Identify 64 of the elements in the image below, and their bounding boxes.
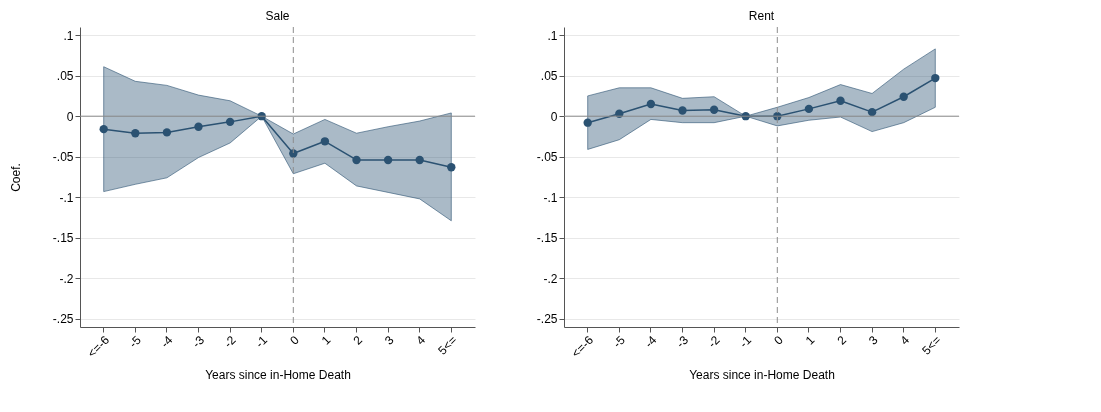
x-tick-label: -4 [157,332,176,351]
x-tick-label: 0 [771,332,787,348]
point [646,99,656,109]
x-tick-label: 2 [834,332,850,348]
point [194,122,203,131]
x-tick-label: -2 [221,332,239,351]
x-axis-title: Years since in-Home Death [689,367,835,382]
x-tick-label: 4 [413,332,429,348]
x-tick-label: -5 [126,332,145,351]
point [867,107,877,117]
point [804,104,814,114]
y-axis-title: Coef. [8,163,23,192]
x-tick-label: -3 [189,332,208,351]
y-tick-label: -.15 [536,231,558,246]
x-tick-label: 3 [865,332,881,348]
y-tick-label: .05 [56,69,74,84]
y-tick-label: .1 [63,28,74,43]
x-tick-label: 1 [802,332,818,348]
x-tick-label: 3 [381,332,397,348]
y-tick-label: -.25 [52,312,74,327]
point [131,129,140,138]
x-tick-label: -1 [252,332,271,351]
point [352,155,361,165]
point [836,96,845,105]
point [931,73,940,83]
chart-title: Sale [265,8,290,23]
y-tick-label: -.1 [59,190,74,205]
x-tick-label: <=-6 [84,332,113,361]
point [162,128,172,137]
x-tick-label: 5<= [919,333,944,358]
point [99,124,108,134]
point [383,155,393,165]
y-tick-label: .1 [547,28,558,43]
point [320,137,330,146]
x-axis-title: Years since in-Home Death [205,367,351,382]
y-tick-label: 0 [550,109,558,124]
y-tick-label: .05 [540,69,558,84]
x-tick-label: 2 [350,332,366,348]
x-tick-label: 5<= [435,333,460,358]
x-tick-label: -3 [673,332,692,351]
y-tick-label: -.05 [536,150,558,165]
x-tick-label: 0 [287,332,303,348]
x-tick-label: -4 [641,332,660,351]
point [583,118,592,127]
y-tick-label: -.2 [59,271,74,286]
x-tick-label: <=-6 [568,332,597,361]
x-tick-label: -2 [705,332,723,351]
point [678,106,687,115]
x-tick-label: -5 [610,332,629,351]
point [899,92,908,101]
y-tick-label: 0 [66,109,74,124]
point [225,117,235,127]
x-tick-label: 4 [897,332,913,348]
chart-title: Rent [748,8,775,23]
x-tick-label: -1 [736,332,755,351]
y-tick-label: -.25 [536,312,558,327]
y-tick-label: -.15 [52,231,74,246]
y-tick-label: -.2 [543,271,558,286]
point [447,163,456,172]
y-tick-label: -.05 [52,150,74,165]
point [415,155,424,165]
y-tick-label: -.1 [543,190,558,205]
point [709,105,719,114]
x-tick-label: 1 [318,332,334,348]
